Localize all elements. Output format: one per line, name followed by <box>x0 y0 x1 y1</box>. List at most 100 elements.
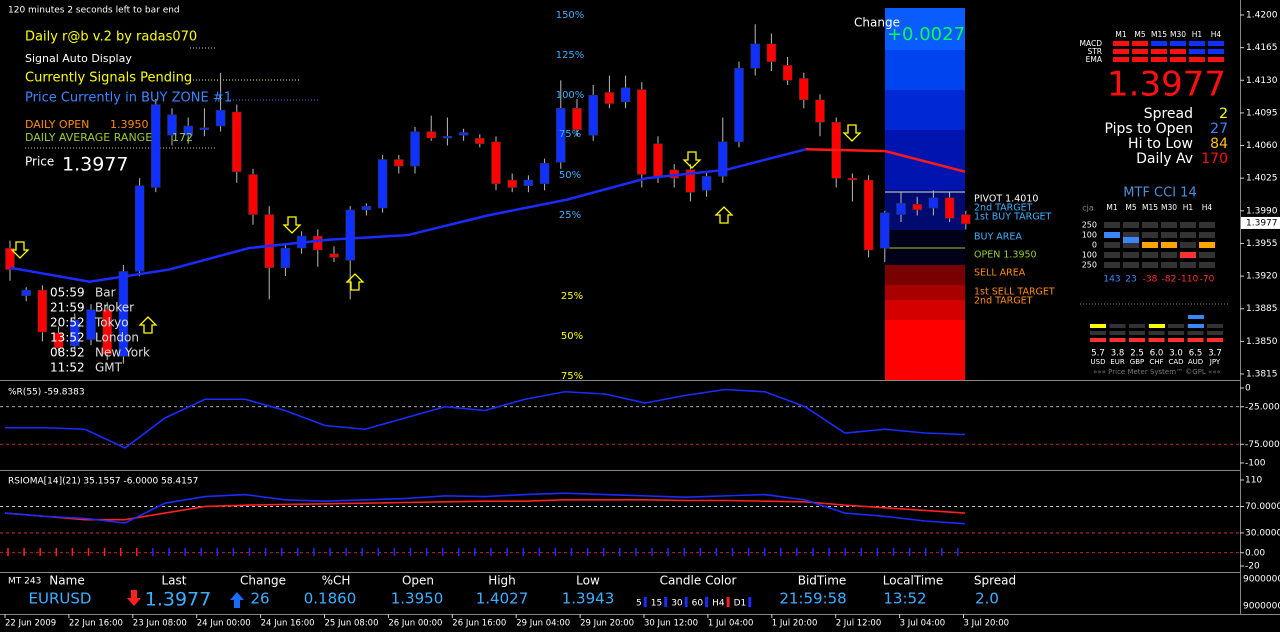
price-axis-label: 1.3815 <box>1246 370 1278 380</box>
signal-cell <box>1208 57 1224 62</box>
ticker-value: 21:59:58 <box>779 590 846 608</box>
timeframe-label: H4 <box>1211 30 1222 39</box>
price-tag <box>1241 216 1280 229</box>
candle-body <box>507 179 517 188</box>
time-label: 22 Jun 16:00 <box>69 619 123 629</box>
candle-body <box>458 132 469 136</box>
ticker-value: 1.4027 <box>476 590 529 608</box>
big-price: 1.3977 <box>1107 65 1226 105</box>
candle-body <box>377 159 388 209</box>
meter-cell <box>1207 324 1223 328</box>
session-time: 13:52 <box>50 331 85 345</box>
zone-band <box>885 285 965 300</box>
candle-body <box>215 109 226 127</box>
meter-cell <box>1148 331 1165 335</box>
cci-cell <box>1142 262 1158 268</box>
signal-cell <box>1113 49 1129 54</box>
meter-value: 6.0 <box>1150 349 1164 359</box>
meter-cell <box>1109 331 1126 335</box>
ticker-header: MT 243 <box>8 577 41 587</box>
meter-value: 2.5 <box>1130 349 1144 359</box>
stat-value: 170 <box>1201 151 1228 167</box>
price-axis-label: 1.3955 <box>1246 239 1278 249</box>
candle-body <box>264 214 274 268</box>
meter-value: 3.7 <box>1208 349 1222 359</box>
rsioma-line <box>4 499 966 521</box>
candle-color-label: 15 <box>651 599 662 609</box>
signal-arrow <box>138 316 158 334</box>
signal-cell <box>1132 41 1148 46</box>
meter-cell <box>1207 338 1223 342</box>
candle-color-swatch <box>643 597 647 607</box>
label: MTF CCI 14 <box>1123 186 1196 201</box>
candle-body <box>426 131 436 139</box>
candle-body <box>248 174 258 215</box>
signal-cell <box>1151 41 1167 46</box>
cci-cell <box>1199 252 1215 258</box>
cci-cell <box>1142 222 1158 228</box>
price-tag-label: 1.3977 <box>1246 218 1278 228</box>
candle-body <box>653 143 663 177</box>
stat-value: 2 <box>1219 106 1228 122</box>
row-label: STR <box>1087 47 1102 56</box>
panel-axis-label: 30.0000 <box>1245 528 1280 538</box>
label: 172 <box>172 131 193 144</box>
panel-axis-label: 110 <box>1245 476 1262 486</box>
cci-bar <box>1161 242 1177 248</box>
candle-body <box>799 78 809 101</box>
price-axis-label: 1.3920 <box>1246 272 1278 282</box>
cci-cell <box>1142 232 1158 238</box>
ticker-header: Spread <box>974 574 1016 588</box>
cci-cell <box>1123 252 1139 258</box>
zone-label: 1st BUY TARGET <box>974 212 1052 223</box>
zone-band <box>885 300 965 320</box>
signal-cell <box>1189 41 1205 46</box>
cci-value: -110 <box>1178 275 1199 285</box>
signal-arrow <box>282 216 302 234</box>
signal-cell <box>1113 41 1129 46</box>
label: DAILY OPEN <box>25 118 89 131</box>
meter-cell <box>1187 331 1204 335</box>
session-name: Bar <box>95 286 116 300</box>
signal-arrow <box>842 124 862 142</box>
candle-color-swatch <box>726 597 730 607</box>
cci-cell <box>1180 262 1196 268</box>
candle-body <box>637 89 647 175</box>
candle-body <box>556 107 566 163</box>
ticker-header: %CH <box>322 574 351 588</box>
cci-bar <box>1123 237 1139 243</box>
label: +0.0027 <box>887 24 965 45</box>
candle-body <box>118 271 129 357</box>
meter-cell <box>1109 338 1126 342</box>
timeframe-label: M30 <box>1161 203 1177 212</box>
level-label: 250 <box>1082 261 1097 270</box>
candle-color-label: D1 <box>734 599 747 609</box>
zone-band <box>885 8 965 50</box>
label: Daily r@b v.2 by radas070 <box>25 30 197 45</box>
ticker-value: 0.1860 <box>304 590 357 608</box>
candle-color-swatch <box>705 597 709 607</box>
candle-body <box>86 309 96 340</box>
cci-cell <box>1123 232 1139 238</box>
timeframe-label: H4 <box>1202 203 1213 212</box>
meter-currency: JPY <box>1209 358 1221 366</box>
zone-band <box>885 50 965 90</box>
candle-body <box>491 141 501 185</box>
panel-axis-label: 0 <box>1245 384 1251 394</box>
cci-bar <box>1142 242 1158 248</box>
ticker-value: 1.3977 <box>145 589 211 611</box>
signal-arrow <box>345 273 365 291</box>
cci-value: 143 <box>1103 275 1120 285</box>
time-label: 23 Jun 08:00 <box>133 619 187 629</box>
time-label: 1 Jul 04:00 <box>708 619 754 629</box>
time-label: 26 Jun 00:00 <box>388 619 442 629</box>
timeframe-label: M1 <box>1106 203 1117 212</box>
candle-body <box>394 159 404 167</box>
candle-body <box>734 67 744 143</box>
label: RSIOMA[14](21) 35.1557 -6.0000 58.4157 <box>8 477 198 487</box>
meter-cell <box>1207 331 1223 335</box>
candle-body <box>345 209 355 261</box>
candle-body <box>928 197 939 209</box>
candle-body <box>539 163 550 185</box>
